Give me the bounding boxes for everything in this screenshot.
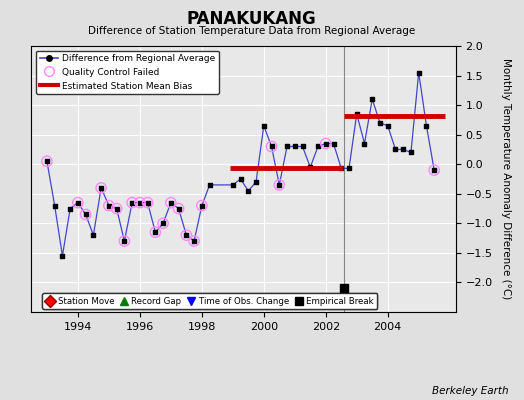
Point (120, 238, 128, 244)
Point (414, 70, 423, 76)
Point (136, 200, 144, 206)
Point (205, 182, 214, 188)
Point (391, 146, 400, 153)
Point (113, 205, 121, 212)
Point (97, 185, 105, 191)
Point (113, 205, 121, 212)
Point (167, 200, 175, 206)
Text: PANAKUKANG: PANAKUKANG (187, 10, 316, 28)
Point (43, 158, 51, 164)
Point (43, 158, 51, 164)
Point (283, 143, 291, 150)
Point (345, 165, 353, 172)
Y-axis label: Monthly Temperature Anomaly Difference (°C): Monthly Temperature Anomaly Difference (… (501, 58, 511, 300)
Point (159, 220, 167, 226)
Point (74, 200, 82, 206)
Point (81, 211, 90, 218)
Point (159, 220, 167, 226)
Point (259, 122, 268, 129)
Point (329, 140, 337, 147)
Point (244, 188, 253, 194)
Point (144, 200, 152, 206)
Point (128, 200, 136, 206)
Point (228, 182, 237, 188)
Point (81, 211, 90, 218)
Point (298, 143, 307, 150)
Point (120, 238, 128, 244)
Point (174, 205, 183, 212)
Point (422, 122, 431, 129)
Point (322, 140, 330, 147)
Point (236, 176, 245, 182)
Point (105, 202, 113, 209)
Point (167, 200, 175, 206)
Point (267, 143, 276, 150)
Point (182, 232, 191, 238)
Point (190, 238, 198, 244)
Point (376, 120, 384, 126)
Point (144, 200, 152, 206)
Point (430, 167, 439, 173)
Point (66, 205, 74, 212)
Point (190, 238, 198, 244)
Point (306, 164, 314, 170)
Point (337, 165, 345, 172)
Point (151, 229, 159, 235)
Point (399, 146, 407, 153)
Point (340, 285, 348, 292)
Point (430, 167, 439, 173)
Point (136, 200, 144, 206)
Point (368, 96, 376, 102)
Point (128, 200, 136, 206)
Point (291, 143, 299, 150)
Point (50, 202, 59, 209)
Point (97, 185, 105, 191)
Point (267, 143, 276, 150)
Point (198, 202, 206, 209)
Point (151, 229, 159, 235)
Point (384, 122, 392, 129)
Point (353, 111, 361, 117)
Point (89, 232, 97, 238)
Point (58, 253, 67, 259)
Point (275, 182, 283, 188)
Point (275, 182, 283, 188)
Point (314, 143, 322, 150)
Point (105, 202, 113, 209)
Text: Difference of Station Temperature Data from Regional Average: Difference of Station Temperature Data f… (88, 26, 415, 36)
Point (252, 179, 260, 185)
Point (322, 140, 330, 147)
Point (407, 149, 415, 156)
Point (361, 140, 369, 147)
Point (74, 200, 82, 206)
Point (182, 232, 191, 238)
Legend: Station Move, Record Gap, Time of Obs. Change, Empirical Break: Station Move, Record Gap, Time of Obs. C… (42, 293, 377, 309)
Text: Berkeley Earth: Berkeley Earth (432, 386, 508, 396)
Point (174, 205, 183, 212)
Point (198, 202, 206, 209)
